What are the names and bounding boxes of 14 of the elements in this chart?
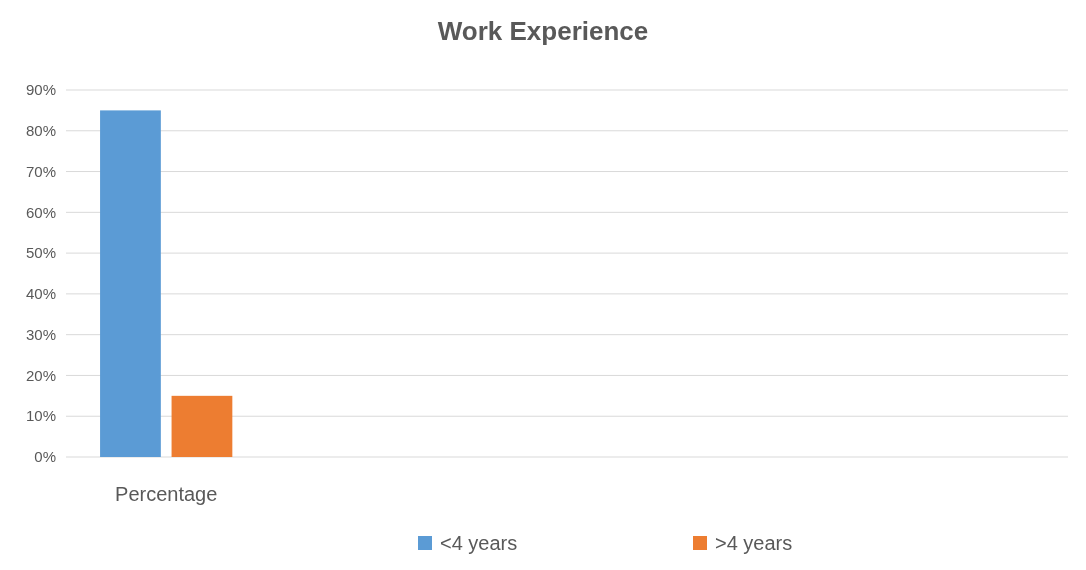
y-tick-label: 90% xyxy=(25,81,56,99)
y-tick-label: 0% xyxy=(34,448,56,466)
y-tick-label: 30% xyxy=(25,325,56,343)
y-tick-label: 80% xyxy=(25,122,56,140)
y-tick-label: 40% xyxy=(25,285,56,303)
legend-label: <4 years xyxy=(440,532,518,554)
y-tick-label: 70% xyxy=(25,162,56,180)
x-tick-label: Percentage xyxy=(115,483,218,505)
legend-label: >4 years xyxy=(715,532,793,554)
y-tick-label: 20% xyxy=(25,366,56,384)
chart-title: Work Experience xyxy=(437,16,649,46)
y-tick-label: 50% xyxy=(25,244,56,262)
y-tick-label: 60% xyxy=(25,203,56,221)
y-tick-label: 10% xyxy=(25,407,56,425)
